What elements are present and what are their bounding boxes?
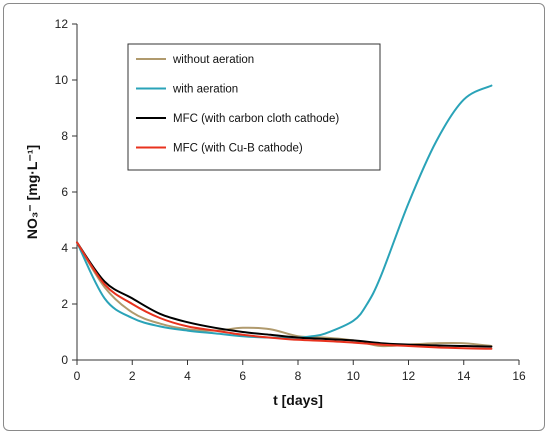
y-tick-label: 4 [61, 241, 68, 255]
legend: without aeration with aeration MFC (with c… [127, 43, 381, 171]
x-tick-label: 2 [129, 369, 136, 383]
legend-label: MFC (with carbon cloth cathode) [173, 113, 339, 125]
y-tick-label: 2 [61, 297, 68, 311]
x-tick-label: 0 [74, 369, 81, 383]
x-ticks: 0 2 4 6 8 10 12 14 16 [74, 360, 526, 383]
legend-label: MFC (with Cu-B cathode) [173, 143, 303, 155]
legend-box [127, 43, 381, 171]
x-tick-label: 16 [512, 369, 526, 383]
x-tick-label: 12 [402, 369, 416, 383]
y-axis-title: NO₃⁻ [mg·L⁻¹] [24, 145, 40, 239]
y-tick-label: 10 [55, 73, 69, 87]
series-group [76, 84, 493, 350]
series-without-aeration [76, 241, 493, 348]
y-tick-label: 8 [61, 129, 68, 143]
legend-label: without aeration [172, 54, 254, 66]
y-tick-label: 0 [61, 353, 68, 367]
y-tick-label: 12 [55, 17, 69, 31]
series-with-aeration [76, 84, 493, 339]
x-tick-label: 4 [184, 369, 191, 383]
x-tick-label: 8 [295, 369, 302, 383]
y-tick-label: 6 [61, 185, 68, 199]
series-mfc-carbon-cloth [76, 241, 493, 348]
legend-label: with aeration [172, 84, 238, 96]
x-tick-label: 10 [347, 369, 361, 383]
series-mfc-cu-b [76, 241, 493, 350]
y-ticks: 0 2 4 6 8 10 12 [55, 17, 77, 367]
x-tick-label: 6 [239, 369, 246, 383]
x-axis-title: t [days] [273, 392, 323, 408]
x-tick-label: 14 [457, 369, 471, 383]
